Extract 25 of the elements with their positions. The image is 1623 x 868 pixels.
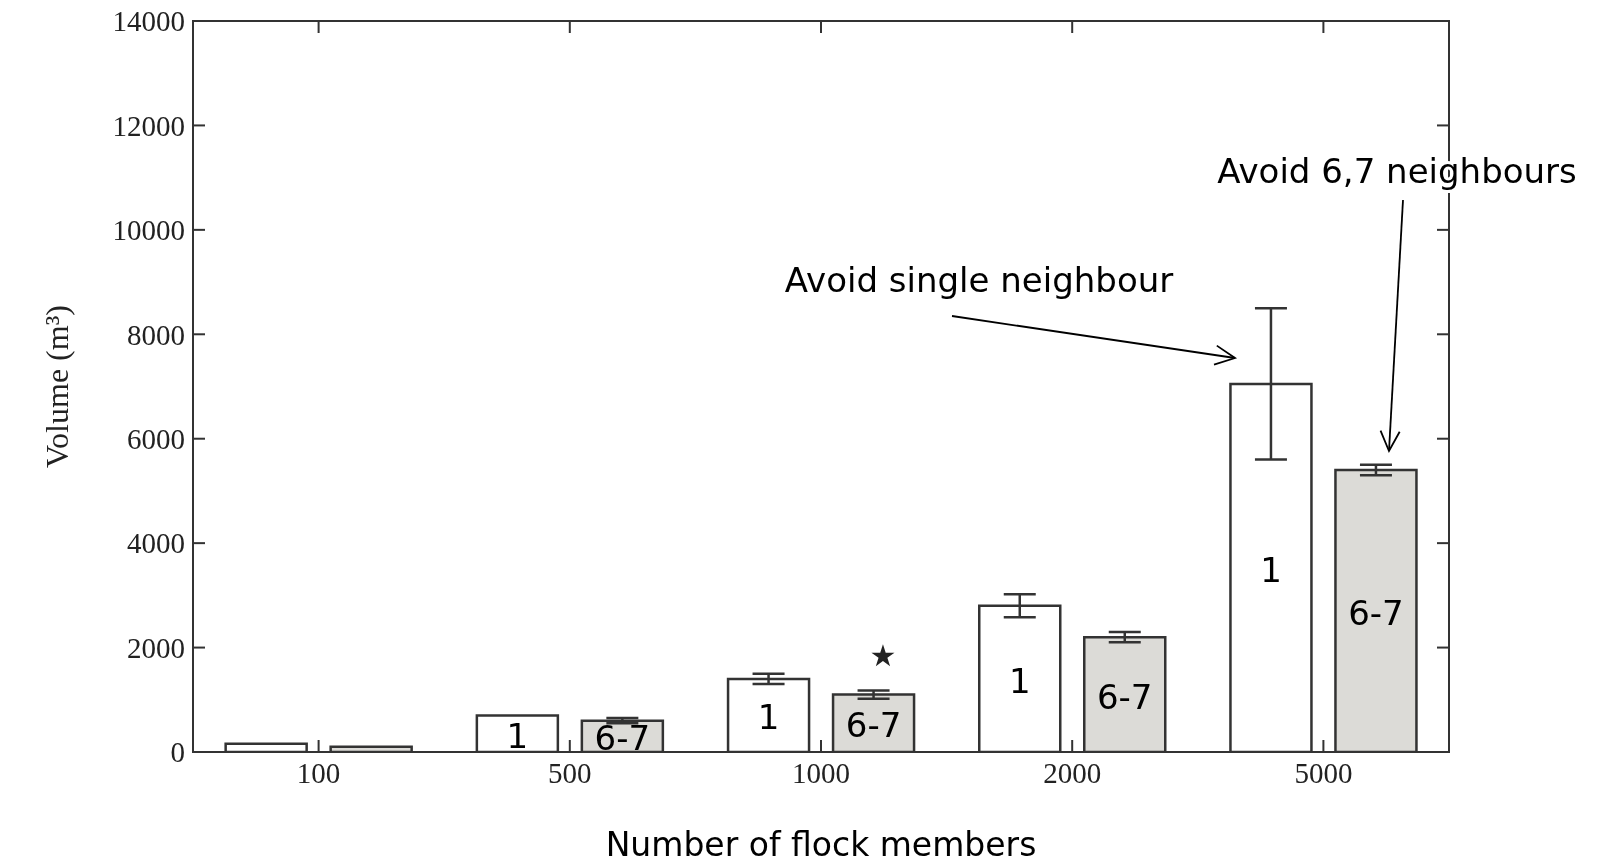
annotation: Avoid single neighbour xyxy=(784,260,1174,300)
y-axis-title: Volume (m³) xyxy=(39,305,75,468)
text: 6-7 xyxy=(1096,676,1153,717)
text: 1 xyxy=(1008,660,1031,701)
text: 1 xyxy=(757,697,780,738)
text: 1 xyxy=(1260,549,1282,590)
x-tick-label: 2000 xyxy=(1043,756,1102,789)
x-axis-title: Number of flock members xyxy=(605,825,1037,864)
x-tick-label: 100 xyxy=(296,756,341,789)
series-label: 6-7 xyxy=(594,718,651,759)
y-tick-label: 6000 xyxy=(127,423,185,456)
x-tick-label: 500 xyxy=(548,756,592,789)
y-tick-label: 8000 xyxy=(127,318,185,351)
y-tick-label: 12000 xyxy=(112,109,185,142)
x-tick-label: 5000 xyxy=(1294,756,1353,789)
y-tick-label: 10000 xyxy=(112,214,185,247)
y-tick-label: 4000 xyxy=(127,527,185,560)
text: 6-7 xyxy=(1348,593,1404,634)
y-tick-label: 14000 xyxy=(112,5,185,38)
x-tick-label: 1000 xyxy=(792,756,850,789)
y-tick-label: 2000 xyxy=(127,631,185,664)
series-label: 1 xyxy=(506,715,529,756)
text: 6-7 xyxy=(845,705,902,746)
y-tick-label: 0 xyxy=(170,736,185,769)
annotation: ★ xyxy=(869,638,897,673)
